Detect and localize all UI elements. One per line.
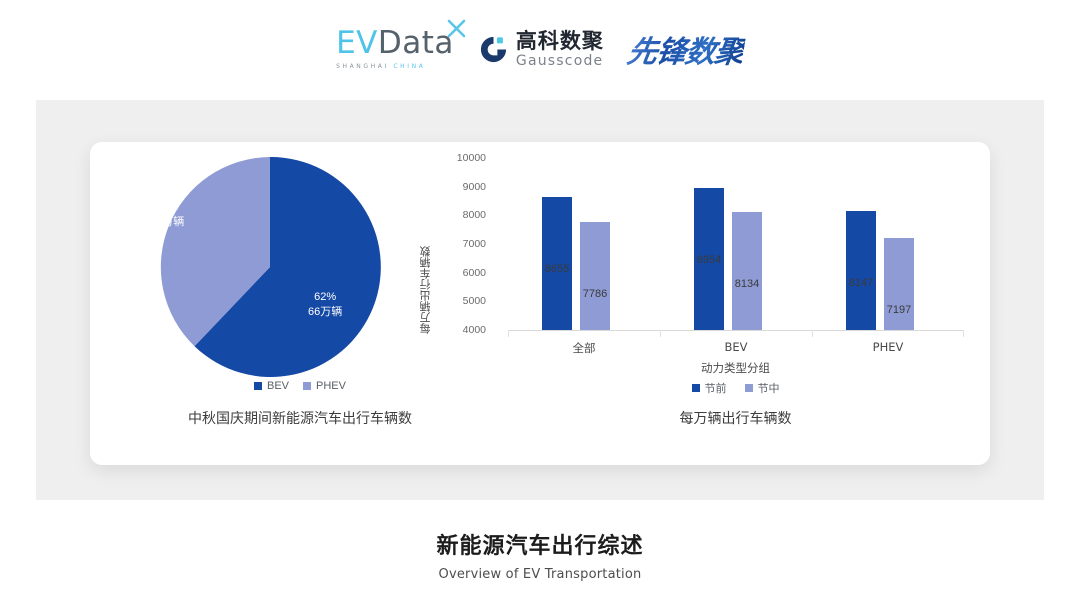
gausscode-logo: 高科数聚 Gausscode bbox=[478, 28, 604, 69]
group-tick-end bbox=[963, 330, 964, 337]
xianfeng-logo: 先锋数聚 bbox=[624, 27, 747, 71]
bar-value-quanbu-jieqian: 8655 bbox=[544, 262, 570, 275]
y-tick-4000: 4000 bbox=[462, 324, 486, 336]
bar-bev-jieqian[interactable] bbox=[694, 188, 724, 330]
bar-quanbu-jieqian[interactable] bbox=[542, 196, 572, 330]
bar-value-phev-jieqian: 8147 bbox=[848, 277, 874, 290]
bar-chart-title: 每万辆出行车辆数 bbox=[679, 411, 792, 427]
bar-value-quanbu-jiezhong: 7786 bbox=[582, 287, 608, 300]
pie-legend: BEV PHEV bbox=[90, 380, 510, 392]
y-tick-7000: 7000 bbox=[462, 238, 486, 250]
y-tick-9000: 9000 bbox=[462, 180, 486, 193]
bar-value-bev-jieqian: 8954 bbox=[696, 254, 722, 267]
footer-block: 新能源汽车出行综述 Overview of EV Transportation bbox=[0, 528, 1080, 582]
bar-legend-item-jieqian[interactable]: 节前 bbox=[691, 380, 727, 396]
pie-slice-bev bbox=[194, 156, 381, 377]
evdata-tagline: SHANGHAI CHINA bbox=[336, 63, 425, 70]
x-category-phev: PHEV bbox=[872, 340, 904, 354]
bar-legend-label-jieqian: 节前 bbox=[704, 383, 727, 395]
page-title: 新能源汽车出行综述 bbox=[436, 534, 644, 559]
evdata-data-text: Data bbox=[377, 25, 454, 61]
bar-phev-jieqian[interactable] bbox=[846, 211, 876, 330]
pie-chart-title: 中秋国庆期间新能源汽车出行车辆数 bbox=[188, 411, 412, 427]
legend-swatch-jieqian bbox=[691, 384, 700, 392]
bar-value-phev-jiezhong: 7197 bbox=[886, 304, 912, 317]
charts-card: 38% 41万辆 62% 66万辆 BEV PHEV 中秋国庆期间新能源汽车出行… bbox=[90, 142, 990, 465]
bar-bev-jiezhong[interactable] bbox=[732, 211, 762, 330]
group-tick-2 bbox=[812, 330, 813, 337]
pie-legend-label-bev: BEV bbox=[267, 380, 290, 392]
pie-chart-block: 38% 41万辆 62% 66万辆 BEV PHEV 中秋国庆期间新能源汽车出行… bbox=[90, 142, 510, 465]
evdata-ev-text: EV bbox=[336, 25, 378, 61]
y-tick-8000: 8000 bbox=[462, 209, 486, 222]
pie-chart-svg bbox=[160, 156, 381, 377]
evdata-tagline-china: CHINA bbox=[393, 63, 426, 70]
bar-chart-block: 每万辆出行车辆数 10000 9000 8000 7000 6000 5000 … bbox=[419, 142, 990, 465]
group-tick-start bbox=[508, 330, 509, 337]
x-mark-icon bbox=[447, 19, 466, 38]
pie-slice-phev bbox=[160, 157, 270, 347]
bar-value-bev-jiezhong: 8134 bbox=[734, 277, 760, 290]
bar-chart-x-axis-line bbox=[508, 330, 963, 331]
pie-legend-item-bev[interactable]: BEV bbox=[254, 380, 289, 392]
y-tick-6000: 6000 bbox=[462, 266, 486, 279]
gausscode-en-name: Gausscode bbox=[515, 52, 604, 69]
evdata-tagline-shanghai: SHANGHAI bbox=[336, 63, 389, 70]
page-subtitle: Overview of EV Transportation bbox=[438, 567, 642, 582]
logo-bar: EVData SHANGHAI CHINA 高科数聚 Gausscode 先锋数… bbox=[0, 18, 1080, 80]
evdata-wordmark: EVData bbox=[336, 28, 454, 59]
legend-swatch-jiezhong bbox=[744, 384, 753, 392]
gausscode-cn-name: 高科数聚 bbox=[515, 28, 604, 53]
bar-phev-jiezhong[interactable] bbox=[884, 238, 914, 330]
pie-legend-label-phev: PHEV bbox=[316, 380, 346, 392]
bar-chart-x-axis-label: 动力类型分组 bbox=[701, 361, 770, 375]
bar-quanbu-jiezhong[interactable] bbox=[580, 221, 610, 330]
bar-legend-label-jiezhong: 节中 bbox=[757, 383, 780, 395]
y-tick-10000: 10000 bbox=[456, 152, 486, 164]
bar-chart-plot-area: 8655 7786 8954 8134 8147 7197 bbox=[508, 158, 968, 330]
x-category-quanbu: 全部 bbox=[572, 341, 596, 355]
x-category-bev: BEV bbox=[724, 340, 748, 354]
pie-legend-item-phev[interactable]: PHEV bbox=[303, 380, 346, 392]
legend-swatch-bev bbox=[254, 382, 262, 390]
bar-legend: 节前 节中 bbox=[508, 380, 963, 396]
group-tick-1 bbox=[660, 330, 661, 337]
y-tick-5000: 5000 bbox=[462, 295, 486, 308]
evdata-logo: EVData SHANGHAI CHINA bbox=[336, 19, 466, 70]
bar-legend-item-jiezhong[interactable]: 节中 bbox=[744, 380, 780, 396]
g-circle-icon bbox=[478, 34, 509, 65]
legend-swatch-phev bbox=[303, 382, 312, 390]
bar-chart-y-axis-label: 每万辆出行车辆数 bbox=[419, 246, 432, 334]
